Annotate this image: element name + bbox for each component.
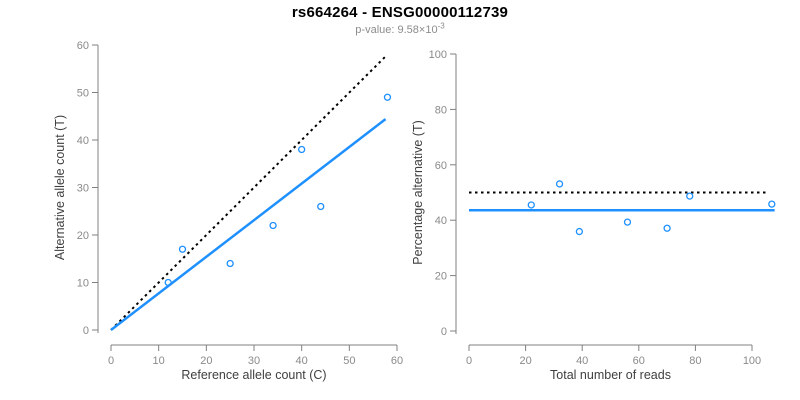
data-point [623,218,632,226]
y-tick-label: 40 [77,135,89,147]
x-tick-label: 20 [519,355,531,367]
x-axis-title: Total number of reads [550,368,671,382]
y-tick-label: 100 [429,49,447,61]
y-tick-label: 0 [441,326,447,338]
x-tick-label: 60 [391,355,403,367]
identity-line [110,56,386,331]
data-point [226,259,234,268]
x-tick-label: 30 [248,355,260,367]
data-point [164,278,172,287]
x-tick-label: 100 [743,355,761,367]
y-tick-label: 40 [435,215,447,227]
x-tick-label: 10 [153,355,165,367]
data-point [298,145,306,154]
y-tick-label: 30 [77,183,89,195]
y-tick-label: 20 [435,271,447,283]
y-tick-label: 0 [83,325,89,337]
y-tick-label: 80 [435,104,447,116]
data-point [178,245,187,253]
y-tick-label: 20 [77,230,89,242]
x-tick-label: 80 [689,355,701,367]
pvalue-exponent: -3 [437,21,445,31]
data-point [686,192,694,200]
regression-line [110,118,387,331]
y-tick-label: 60 [77,40,89,52]
x-tick-label: 20 [200,355,212,367]
x-axis-title: Reference allele count (C) [181,368,326,382]
data-point [575,227,584,236]
data-point [317,202,325,211]
chart-title: rs664264 - ENSG00000112739 [291,4,509,21]
data-point [383,93,392,101]
x-tick-label: 40 [576,355,588,367]
chart-subtitle: p-value: 9.58×10-3 [0,21,800,36]
data-point [555,180,564,188]
y-axis-title: Percentage alternative (T) [411,120,425,265]
y-tick-label: 10 [77,278,89,290]
data-point [768,200,776,208]
chart-header: rs664264 - ENSG00000112739 p-value: 9.58… [0,4,800,36]
data-point [663,224,671,232]
x-tick-label: 50 [343,355,355,367]
y-tick-label: 50 [77,88,89,100]
data-point [527,201,535,209]
pvalue-text: p-value: 9.58×10 [355,24,438,36]
y-tick-label: 60 [435,160,447,172]
data-point [269,221,277,230]
x-tick-label: 60 [633,355,645,367]
x-tick-label: 0 [108,355,114,367]
y-axis-title: Alternative allele count (T) [53,115,67,260]
x-tick-label: 40 [296,355,308,367]
x-tick-label: 0 [466,355,472,367]
